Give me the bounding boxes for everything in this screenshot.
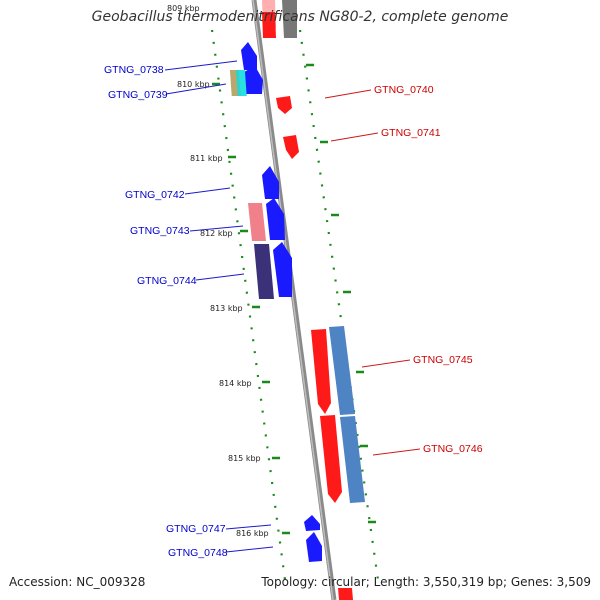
genome-backbone-highlight [252, 0, 334, 600]
tick-label-813: 813 kbp [210, 304, 243, 313]
left-callouts [164, 60, 274, 553]
gene-gtng-0742-arrow[interactable] [262, 166, 279, 199]
tick-label-810: 810 kbp [177, 80, 210, 89]
genome-backbone [251, 0, 337, 600]
accession-text: Accession: NC_009328 [9, 575, 146, 589]
scale-ticks [212, 82, 290, 535]
left-track-dots [210, 29, 287, 581]
right-track-ticks [306, 63, 376, 524]
gene-gtng-0745-arrow[interactable] [311, 326, 355, 415]
gene-label-gtng-0744[interactable]: GTNG_0744 [137, 275, 197, 287]
right-track-dots [298, 29, 380, 581]
gene-gtng-0739-block[interactable] [229, 70, 247, 96]
gene-label-gtng-0743[interactable]: GTNG_0743 [130, 225, 190, 237]
gene-label-gtng-0738[interactable]: GTNG_0738 [104, 64, 164, 76]
gene-label-gtng-0741[interactable]: GTNG_0741 [381, 127, 441, 139]
gene-label-gtng-0745[interactable]: GTNG_0745 [413, 354, 473, 366]
gene-label-gtng-0740[interactable]: GTNG_0740 [374, 84, 434, 96]
gene-gtng-0743-arrow[interactable] [248, 198, 285, 241]
gene-gtng-0748-arrow[interactable] [306, 532, 322, 562]
tick-label-809: 809 kbp [167, 4, 200, 13]
right-callouts [324, 89, 421, 456]
map-title: Geobacillus thermodenitrificans NG80-2, … [91, 9, 509, 25]
tick-label-815: 815 kbp [228, 454, 261, 463]
gene-gtng-0746-arrow[interactable] [320, 415, 365, 503]
gene-gtng-0747-arrow[interactable] [304, 515, 320, 531]
gene-gtng-0741-arrow[interactable] [283, 135, 299, 159]
genome-summary-text: Topology: circular; Length: 3,550,319 bp… [261, 575, 591, 589]
gene-gtng-0744-arrow[interactable] [254, 242, 292, 299]
gene-bottom-partial[interactable] [338, 588, 353, 600]
tick-label-811: 811 kbp [190, 154, 223, 163]
tick-label-814: 814 kbp [219, 379, 252, 388]
tick-label-816: 816 kbp [236, 529, 269, 538]
gene-label-gtng-0746[interactable]: GTNG_0746 [423, 443, 483, 455]
tick-label-812: 812 kbp [200, 229, 233, 238]
gene-top-partial[interactable] [262, 0, 297, 38]
gene-label-gtng-0747[interactable]: GTNG_0747 [166, 523, 226, 535]
gene-gtng-0740-arrow[interactable] [276, 96, 292, 114]
gene-label-gtng-0742[interactable]: GTNG_0742 [125, 189, 185, 201]
gene-label-gtng-0739[interactable]: GTNG_0739 [108, 89, 168, 101]
gene-gtng-0738-arrow[interactable] [241, 42, 263, 94]
gene-label-gtng-0748[interactable]: GTNG_0748 [168, 547, 228, 559]
